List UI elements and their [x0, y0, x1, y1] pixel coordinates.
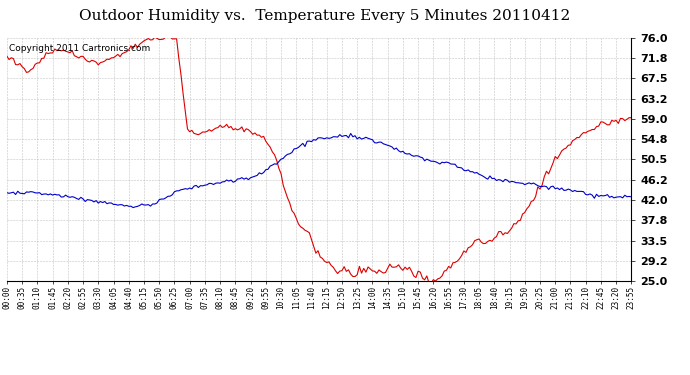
Text: Copyright 2011 Cartronics.com: Copyright 2011 Cartronics.com [9, 44, 150, 52]
Text: Outdoor Humidity vs.  Temperature Every 5 Minutes 20110412: Outdoor Humidity vs. Temperature Every 5… [79, 9, 570, 23]
